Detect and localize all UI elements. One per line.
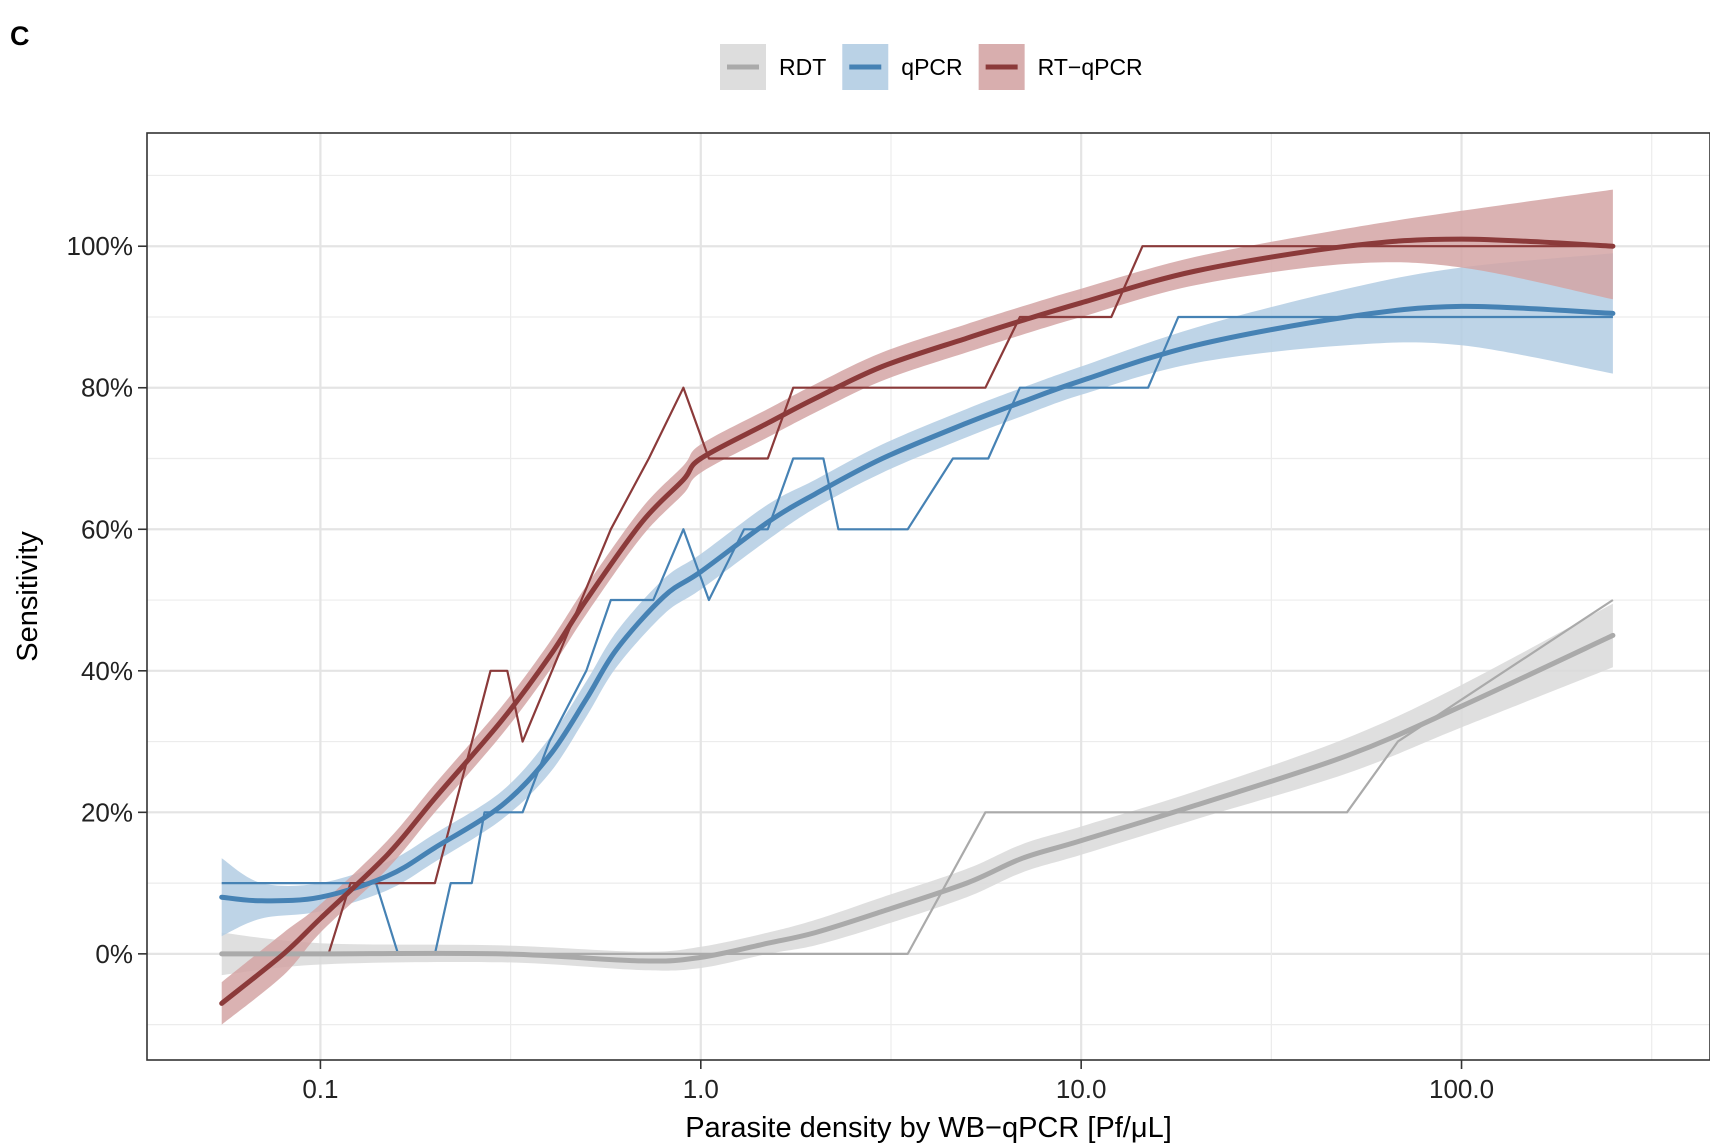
plot-panel [146, 132, 1710, 1061]
y-tick-label: 40% [81, 656, 133, 686]
legend-label-qpcr: qPCR [901, 54, 962, 80]
y-tick-label: 0% [95, 939, 133, 969]
legend: RDT qPCR RT−qPCR [720, 44, 1143, 90]
legend-label-rdt: RDT [779, 54, 826, 80]
y-axis-title: Sensitivity [12, 531, 44, 662]
fit-lines [219, 236, 1616, 1006]
x-axis: 0.1 1.0 10.0 100.0 [302, 1060, 1494, 1104]
y-tick-label: 60% [81, 514, 133, 544]
fit-line-rdt [219, 632, 1616, 964]
panel-border [146, 132, 1710, 1061]
fit-line-qpcr [219, 303, 1616, 904]
x-axis-title: Parasite density by WB−qPCR [Pf/μL] [685, 1112, 1172, 1144]
band-qpcr [221, 253, 1613, 937]
x-tick-label: 100.0 [1429, 1074, 1494, 1104]
x-tick-label: 0.1 [302, 1074, 338, 1104]
x-tick-label: 1.0 [683, 1074, 719, 1104]
empirical-line-qpcr [221, 315, 1613, 956]
x-tick-label: 10.0 [1056, 1074, 1107, 1104]
fit-line-rt-qpcr [219, 236, 1616, 1006]
y-axis: 0% 20% 40% 60% 80% 100% [67, 231, 147, 969]
legend-label-rt-qpcr: RT−qPCR [1038, 54, 1143, 80]
y-tick-label: 100% [67, 231, 134, 261]
y-tick-label: 80% [81, 373, 133, 403]
y-tick-label: 20% [81, 797, 133, 827]
panel-label: C [10, 21, 30, 51]
